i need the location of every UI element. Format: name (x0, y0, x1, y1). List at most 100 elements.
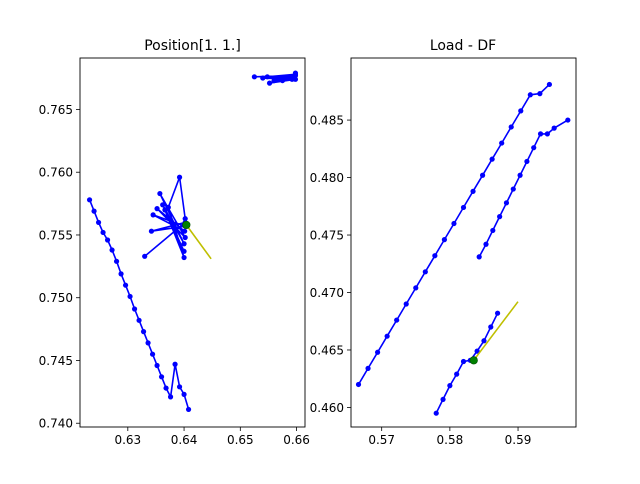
load-df-data-point (490, 227, 496, 234)
position-y-tick-label: 0.755 (39, 228, 73, 242)
load-df-data-point (489, 156, 495, 162)
load-df-data-point (470, 188, 476, 194)
load-df-y-tick-label: 0.475 (310, 229, 344, 243)
position-data-point (260, 75, 266, 81)
position-data-point (181, 391, 187, 397)
load-df-data-point (527, 92, 533, 98)
position-y-tick-label: 0.765 (39, 103, 73, 117)
position-data-point (122, 282, 129, 288)
position-data-point (279, 77, 286, 84)
position-data-point (118, 271, 124, 277)
load-df-data-point (479, 172, 486, 178)
position-data-point (104, 237, 111, 243)
load-df-data-point (460, 358, 467, 365)
position-data-point (182, 228, 188, 234)
load-df-data-point (508, 124, 514, 130)
load-df-data-point (384, 333, 390, 339)
position-data-point (154, 206, 160, 212)
position-data-point (95, 219, 102, 226)
position-x-tick-label: 0.63 (114, 433, 141, 447)
position-data-point (271, 77, 277, 84)
load-df-data-point (451, 220, 457, 227)
load-df-data-point (517, 172, 523, 178)
load-df-subplot-title: Load - DF (430, 38, 496, 54)
load-df-data-point (503, 200, 510, 206)
position-subplot-frame (79, 57, 306, 428)
position-series-line (185, 224, 212, 260)
load-df-data-point (494, 310, 501, 316)
load-df-y-tick-label: 0.460 (310, 401, 344, 415)
position-data-point (109, 247, 115, 253)
position-data-point (127, 293, 133, 300)
position-data-point (165, 204, 171, 210)
load-df-data-point (565, 117, 571, 123)
load-df-data-point (441, 237, 448, 243)
position-data-point (292, 70, 299, 76)
load-df-data-point (403, 301, 409, 307)
position-y-tick-label: 0.740 (39, 417, 73, 431)
load-df-x-tick-label: 0.59 (505, 433, 532, 447)
position-data-point (181, 241, 187, 247)
position-data-point (167, 394, 174, 400)
load-df-data-point (474, 348, 480, 354)
load-df-data-point (546, 81, 553, 88)
load-df-data-point (454, 371, 460, 377)
position-data-point (264, 74, 270, 80)
position-data-point (150, 212, 156, 218)
position-data-point (163, 385, 169, 391)
load-df-x-tick-label: 0.58 (437, 433, 464, 447)
load-df-y-tick-label: 0.480 (310, 171, 344, 185)
load-df-data-point (518, 108, 524, 114)
load-df-x-tick-label: 0.57 (368, 433, 395, 447)
position-x-tick-label: 0.66 (283, 433, 310, 447)
load-df-y-tick-label: 0.485 (310, 114, 344, 128)
load-df-data-point (481, 338, 487, 344)
load-df-data-point (476, 254, 482, 260)
load-df-data-point (433, 410, 439, 416)
load-df-data-point (524, 158, 530, 165)
position-x-tick-label: 0.64 (171, 433, 198, 447)
position-data-point (113, 258, 120, 264)
position-data-point (131, 306, 138, 312)
position-current-point (182, 220, 191, 230)
position-subplot: Position[1. 1.] 0.63 0.64 0.65 0.66 0.740 0.7… (39, 38, 310, 447)
position-data-point (158, 374, 165, 380)
position-data-point (185, 406, 192, 413)
position-data-point (157, 190, 163, 197)
load-df-data-point (497, 214, 503, 220)
position-data-point (176, 384, 183, 390)
load-df-subplot-ticks: 0.57 0.58 0.59 0.460 0.465 0.470 0.475 0.480 0.4… (310, 114, 532, 447)
load-df-data-point (422, 269, 428, 275)
load-df-data-point (483, 241, 489, 247)
load-df-data-point (499, 140, 505, 146)
load-df-data-point (544, 131, 550, 137)
load-df-data-point (510, 186, 516, 192)
load-df-y-tick-label: 0.465 (310, 343, 344, 357)
load-df-data-point (440, 396, 446, 403)
position-data-point (182, 234, 188, 241)
load-df-data-point (365, 365, 371, 371)
position-data-point (136, 317, 142, 323)
load-df-data-point (374, 349, 381, 355)
load-df-data-point (447, 383, 453, 389)
load-df-data-point (551, 125, 557, 131)
load-df-y-tick-label: 0.470 (310, 286, 344, 300)
position-data-point (182, 216, 188, 222)
position-data-point (149, 351, 156, 357)
position-data-point (176, 174, 183, 180)
position-data-point (289, 76, 295, 82)
load-df-series-line (435, 312, 499, 414)
position-data-point (172, 361, 178, 367)
position-data-point (140, 329, 147, 335)
load-df-series-line (473, 301, 519, 361)
load-df-data-point (531, 145, 537, 151)
position-data-point (154, 362, 160, 369)
position-data-point (181, 248, 187, 254)
position-x-tick-label: 0.65 (227, 433, 254, 447)
load-df-subplot-frame (350, 57, 577, 428)
load-df-current-point (469, 356, 478, 365)
position-y-tick-label: 0.760 (39, 166, 73, 180)
load-df-subplot-plot-area (355, 81, 571, 416)
position-subplot-ticks: 0.63 0.64 0.65 0.66 0.740 0.745 0.750 0.755 0.76… (39, 103, 310, 447)
